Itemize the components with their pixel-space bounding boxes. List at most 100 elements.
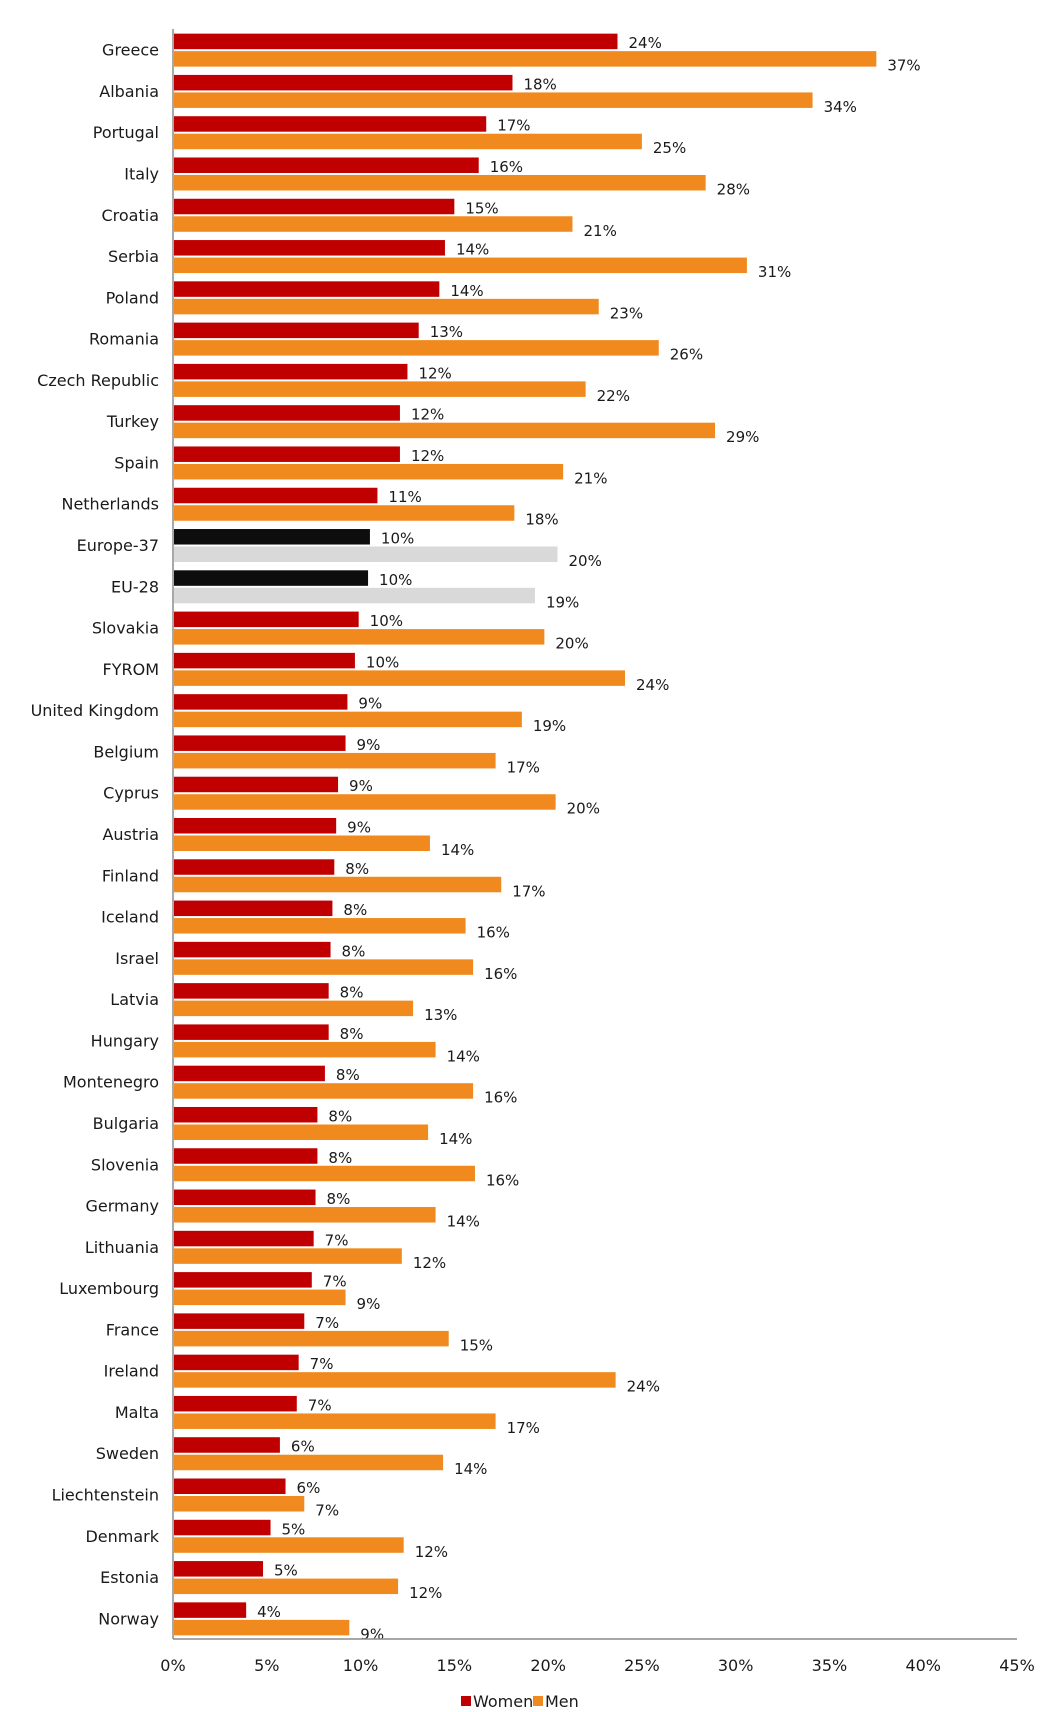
bar-men — [174, 133, 642, 150]
value-label-women: 15% — [465, 199, 498, 217]
value-label-men: 29% — [726, 428, 759, 446]
value-label-women: 12% — [418, 364, 451, 382]
bar-men — [174, 216, 573, 232]
category-label: Latvia — [110, 990, 159, 1009]
value-label-women: 16% — [490, 158, 523, 176]
bar-men — [174, 1619, 350, 1636]
category-label: Bulgaria — [93, 1114, 159, 1133]
category-label: Liechtenstein — [52, 1486, 159, 1505]
value-labels: 24% 37% 18% 34% 17% 25% 16% 28% 15% 21% 14% 31% 14% 2… — [257, 34, 921, 1643]
value-label-women: 8% — [328, 1149, 352, 1167]
bar-women — [174, 33, 618, 50]
bar-women — [174, 363, 408, 380]
category-label: Austria — [102, 825, 159, 844]
value-label-men: 15% — [460, 1336, 493, 1354]
value-label-men: 20% — [555, 635, 588, 653]
category-label: Spain — [114, 453, 159, 472]
legend: Women Men — [461, 1692, 579, 1711]
value-label-men: 12% — [409, 1584, 442, 1602]
bars-group — [174, 33, 877, 1636]
category-label: France — [106, 1320, 159, 1339]
value-label-men: 21% — [574, 469, 607, 487]
value-label-women: 7% — [308, 1396, 332, 1414]
value-label-men: 14% — [441, 841, 474, 859]
x-tick-label: 15% — [437, 1656, 473, 1675]
bar-men — [174, 1330, 449, 1347]
category-label: United Kingdom — [31, 701, 159, 720]
bar-men — [174, 92, 813, 108]
value-label-men: 14% — [447, 1047, 480, 1065]
bar-women — [174, 1478, 286, 1495]
bar-women — [174, 611, 359, 628]
category-label: EU-28 — [111, 577, 159, 596]
value-label-women: 7% — [325, 1231, 349, 1249]
category-label: Cyprus — [103, 784, 159, 803]
bar-women — [174, 818, 337, 834]
value-label-men: 12% — [415, 1543, 448, 1561]
category-label: Albania — [99, 82, 159, 101]
value-label-women: 9% — [349, 777, 373, 795]
bar-women — [174, 529, 370, 545]
bar-women — [174, 1354, 299, 1371]
value-label-men: 20% — [567, 800, 600, 818]
bar-women — [174, 1602, 247, 1618]
category-label: Estonia — [100, 1568, 159, 1587]
legend-label-men: Men — [545, 1692, 579, 1711]
value-label-men: 19% — [546, 593, 579, 611]
value-label-men: 18% — [525, 511, 558, 529]
value-label-women: 4% — [257, 1603, 281, 1621]
value-label-women: 12% — [411, 447, 444, 465]
legend-swatch-women — [461, 1696, 471, 1706]
x-tick-label: 5% — [254, 1656, 279, 1675]
bar-men — [174, 1454, 444, 1471]
x-tick-label: 10% — [343, 1656, 379, 1675]
bar-women — [174, 1272, 312, 1288]
x-tick-label: 20% — [530, 1656, 566, 1675]
value-label-men: 9% — [357, 1295, 381, 1313]
bar-men — [174, 463, 564, 480]
bar-women — [174, 570, 369, 586]
value-label-men: 21% — [583, 222, 616, 240]
category-label: Greece — [102, 41, 159, 60]
bar-women — [174, 405, 400, 421]
bar-women — [174, 1437, 280, 1453]
bar-men — [174, 1248, 402, 1264]
value-label-women: 9% — [358, 695, 382, 713]
bar-men — [174, 959, 474, 975]
value-label-men: 17% — [507, 758, 540, 776]
category-label: Poland — [106, 288, 159, 307]
bar-women — [174, 322, 419, 339]
category-label: Montenegro — [63, 1073, 159, 1092]
bar-women — [174, 735, 346, 751]
category-label: Netherlands — [61, 495, 159, 514]
value-label-men: 16% — [484, 965, 517, 983]
value-label-women: 14% — [456, 241, 489, 259]
category-labels: Greece Albania Portugal Italy Croatia Serbia P… — [31, 41, 160, 1629]
bar-women — [174, 1395, 297, 1412]
category-label: Iceland — [101, 908, 159, 927]
bar-women — [174, 281, 440, 297]
bar-women — [174, 941, 331, 958]
value-label-women: 9% — [357, 736, 381, 754]
bar-men — [174, 794, 556, 810]
bar-men — [174, 876, 502, 893]
value-label-men: 24% — [636, 676, 669, 694]
value-label-women: 11% — [388, 488, 421, 506]
value-label-women: 8% — [340, 984, 364, 1002]
bar-men — [174, 1041, 436, 1058]
value-label-women: 10% — [379, 571, 412, 589]
bar-women — [174, 859, 335, 875]
value-label-women: 24% — [629, 34, 662, 52]
bar-women — [174, 900, 333, 917]
category-label: Ireland — [104, 1362, 159, 1381]
bar-men — [174, 298, 599, 315]
value-label-men: 13% — [424, 1006, 457, 1024]
value-label-men: 16% — [477, 924, 510, 942]
value-label-women: 8% — [336, 1066, 360, 1084]
value-label-women: 13% — [430, 323, 463, 341]
bar-women — [174, 694, 348, 710]
bar-men — [174, 1124, 429, 1140]
bar-women — [174, 652, 355, 669]
value-label-women: 10% — [381, 530, 414, 548]
